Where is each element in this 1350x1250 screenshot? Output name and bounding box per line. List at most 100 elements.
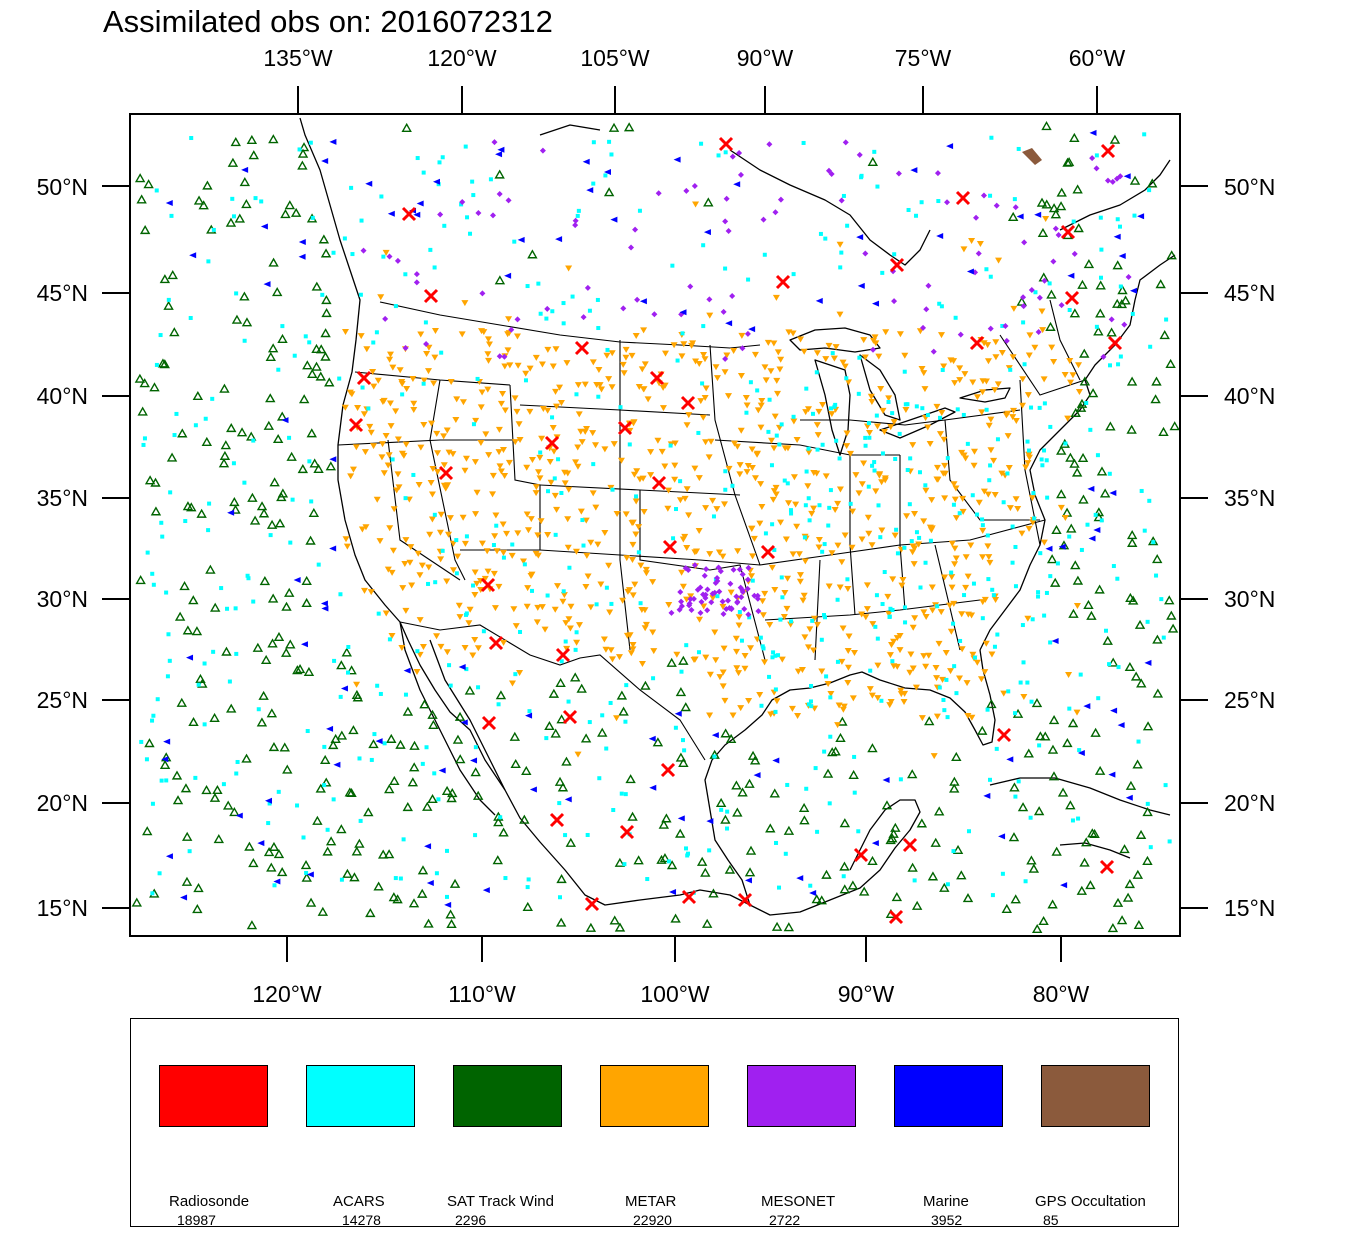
sat-track-wind-marker: [284, 200, 296, 210]
metar-marker: [534, 604, 542, 611]
metar-marker: [795, 551, 803, 558]
metar-marker: [625, 587, 633, 594]
sat-track-wind-marker: [939, 882, 950, 892]
acars-marker: [985, 707, 990, 712]
acars-marker: [1001, 500, 1006, 505]
radiosonde-marker: [737, 892, 753, 908]
acars-marker: [1048, 574, 1053, 579]
metar-marker: [955, 675, 963, 682]
legend-count: 18987: [177, 1212, 216, 1228]
acars-marker: [464, 667, 469, 672]
metar-marker: [366, 423, 374, 430]
acars-marker: [349, 185, 354, 190]
metar-marker: [434, 469, 442, 476]
acars-marker: [393, 304, 398, 309]
metar-marker: [987, 447, 995, 454]
acars-marker: [561, 589, 566, 594]
metar-marker: [958, 646, 966, 653]
metar-marker: [782, 536, 790, 543]
acars-marker: [445, 848, 450, 853]
metar-marker: [933, 675, 941, 682]
sat-track-wind-marker: [661, 813, 672, 823]
acars-marker: [937, 415, 942, 420]
acars-marker: [723, 266, 728, 271]
sat-track-wind-marker: [1081, 837, 1092, 847]
sat-track-wind-marker: [1008, 832, 1020, 842]
metar-marker: [1065, 672, 1073, 679]
sat-track-wind-marker: [209, 792, 221, 802]
metar-marker: [443, 427, 451, 434]
metar-marker: [501, 363, 509, 370]
radiosonde-marker: [888, 909, 904, 925]
metar-marker: [730, 347, 738, 354]
metar-marker: [737, 705, 745, 712]
metar-marker: [572, 459, 580, 466]
sat-track-wind-marker: [1040, 731, 1051, 741]
acars-marker: [494, 523, 499, 528]
metar-marker: [951, 496, 959, 503]
metar-marker: [589, 430, 597, 437]
metar-marker: [544, 346, 552, 353]
metar-marker: [848, 544, 856, 551]
acars-marker: [668, 443, 673, 448]
metar-marker: [582, 517, 590, 524]
marine-marker: [321, 605, 329, 612]
acars-marker: [880, 270, 885, 275]
acars-marker: [434, 871, 439, 876]
acars-marker: [844, 376, 849, 381]
acars-marker: [203, 416, 208, 421]
sat-track-wind-marker: [1076, 885, 1088, 895]
sat-track-wind-marker: [1119, 844, 1130, 854]
metar-marker: [774, 349, 782, 356]
acars-marker: [1000, 871, 1005, 876]
sat-track-wind-marker: [1109, 134, 1121, 144]
acars-marker: [591, 181, 596, 186]
metar-marker: [562, 620, 570, 627]
acars-marker: [1047, 281, 1052, 286]
acars-marker: [305, 729, 310, 734]
metar-marker: [950, 600, 958, 607]
acars-marker: [879, 698, 884, 703]
metar-marker: [670, 342, 678, 349]
acars-marker: [1036, 590, 1041, 595]
metar-marker: [845, 633, 853, 640]
acars-marker: [426, 581, 431, 586]
acars-marker: [892, 252, 897, 257]
metar-marker: [500, 639, 508, 646]
metar-marker: [909, 442, 917, 449]
mesonet-marker: [677, 589, 684, 596]
sat-track-wind-marker: [301, 597, 312, 608]
metar-marker: [632, 531, 640, 538]
acars-marker: [1142, 528, 1147, 533]
sat-track-wind-marker: [284, 587, 295, 597]
metar-marker: [444, 531, 452, 538]
sat-track-wind-marker: [494, 275, 506, 285]
radiosonde-marker: [401, 206, 417, 222]
mesonet-marker: [1052, 225, 1059, 232]
acars-marker: [207, 501, 212, 506]
acars-marker: [536, 281, 541, 286]
sat-track-wind-marker: [565, 837, 577, 847]
acars-marker: [437, 160, 442, 165]
metar-marker: [721, 697, 729, 704]
mesonet-marker: [729, 293, 736, 300]
top-lon-labels: 135°W 120°W 105°W 90°W 75°W 60°W: [263, 45, 1125, 71]
mesonet-marker: [386, 253, 393, 260]
acars-marker: [290, 497, 295, 502]
marine-marker: [1129, 287, 1137, 294]
left-lat-label: 30°N: [37, 586, 88, 612]
marine-marker: [235, 812, 243, 819]
metar-marker: [984, 543, 992, 550]
metar-marker: [417, 331, 425, 338]
acars-marker: [636, 550, 641, 555]
acars-marker: [527, 709, 532, 714]
acars-marker: [789, 511, 794, 516]
acars-marker: [1115, 217, 1120, 222]
marine-marker: [161, 756, 169, 763]
metar-marker: [930, 753, 938, 760]
metar-marker: [601, 446, 609, 453]
mesonet-marker: [1055, 232, 1062, 239]
metar-marker: [574, 751, 582, 758]
acars-marker: [1005, 471, 1010, 476]
metar-marker: [615, 654, 623, 661]
